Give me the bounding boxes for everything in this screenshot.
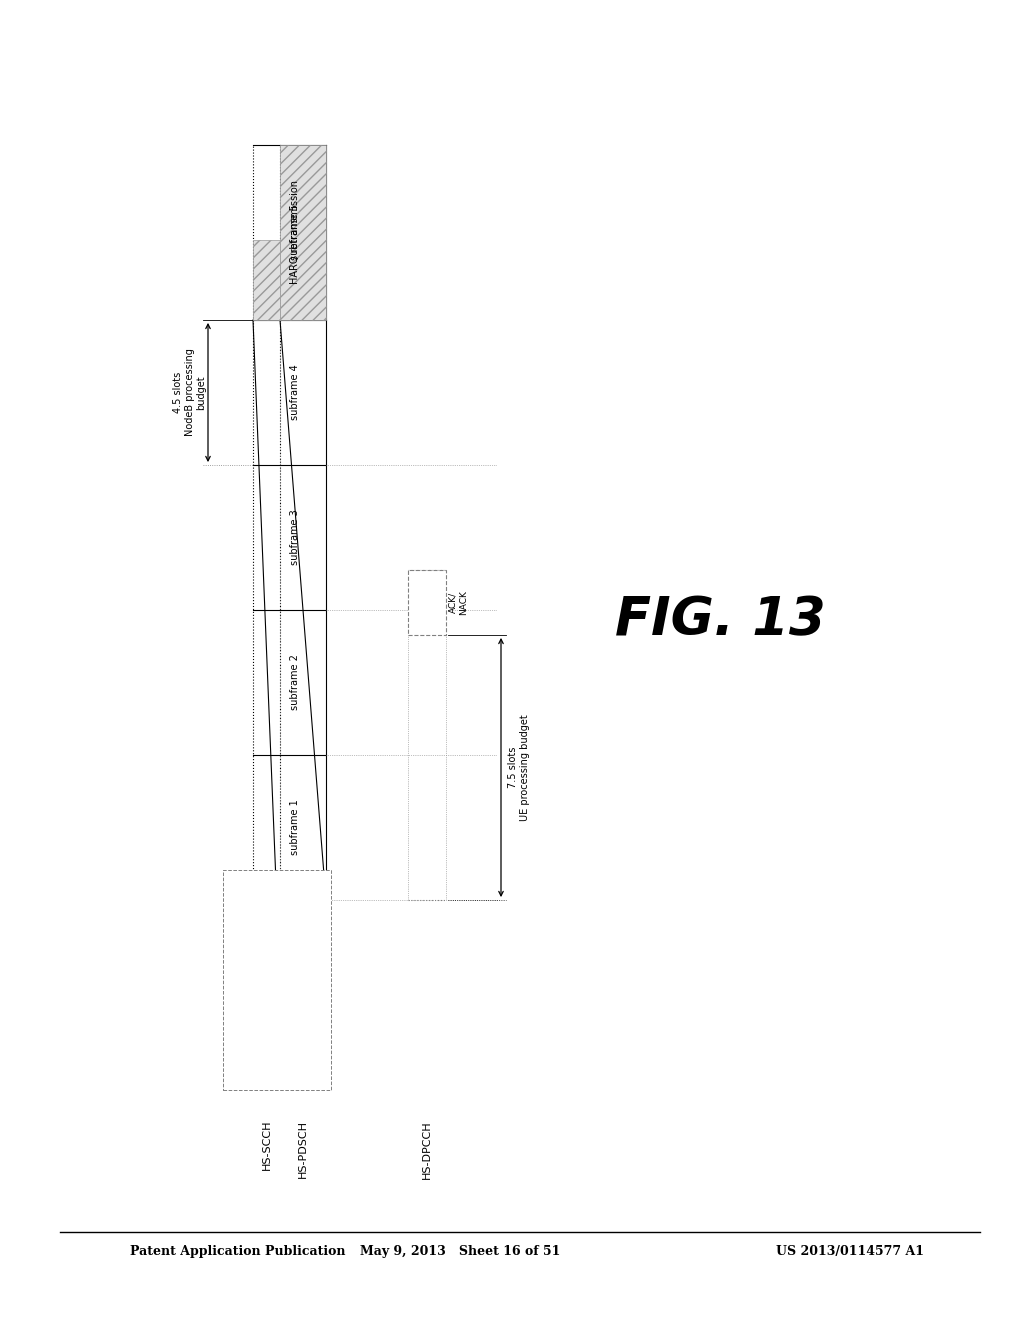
Bar (280, 145, 326, 319)
Text: subframe 1: subframe 1 (290, 800, 299, 855)
Text: FIG. 13: FIG. 13 (614, 594, 825, 645)
Text: subframe 4: subframe 4 (290, 364, 299, 420)
Bar (253, 240, 280, 319)
Text: HS-PDSCH: HS-PDSCH (298, 1119, 308, 1177)
Text: subframe 5: subframe 5 (290, 205, 299, 260)
Text: ACK/
NACK: ACK/ NACK (449, 590, 468, 615)
Text: subframe 3: subframe 3 (290, 510, 299, 565)
Bar (408, 570, 446, 635)
Bar (253, 979, 280, 1060)
Text: US 2013/0114577 A1: US 2013/0114577 A1 (776, 1246, 924, 1258)
Text: HARQ retransmission: HARQ retransmission (290, 181, 300, 285)
Text: 4.5 slots
NodeB processing
budget: 4.5 slots NodeB processing budget (173, 348, 207, 437)
Text: subframe 2: subframe 2 (290, 655, 299, 710)
Bar (280, 900, 326, 1060)
Text: HS-DPCCH: HS-DPCCH (422, 1119, 432, 1179)
Text: Patent Application Publication: Patent Application Publication (130, 1246, 345, 1258)
Text: HS-SCCH: HS-SCCH (261, 1119, 271, 1171)
Text: 7.5 slots
UE processing budget: 7.5 slots UE processing budget (508, 714, 529, 821)
Text: May 9, 2013   Sheet 16 of 51: May 9, 2013 Sheet 16 of 51 (359, 1246, 560, 1258)
Bar (223, 870, 331, 1090)
